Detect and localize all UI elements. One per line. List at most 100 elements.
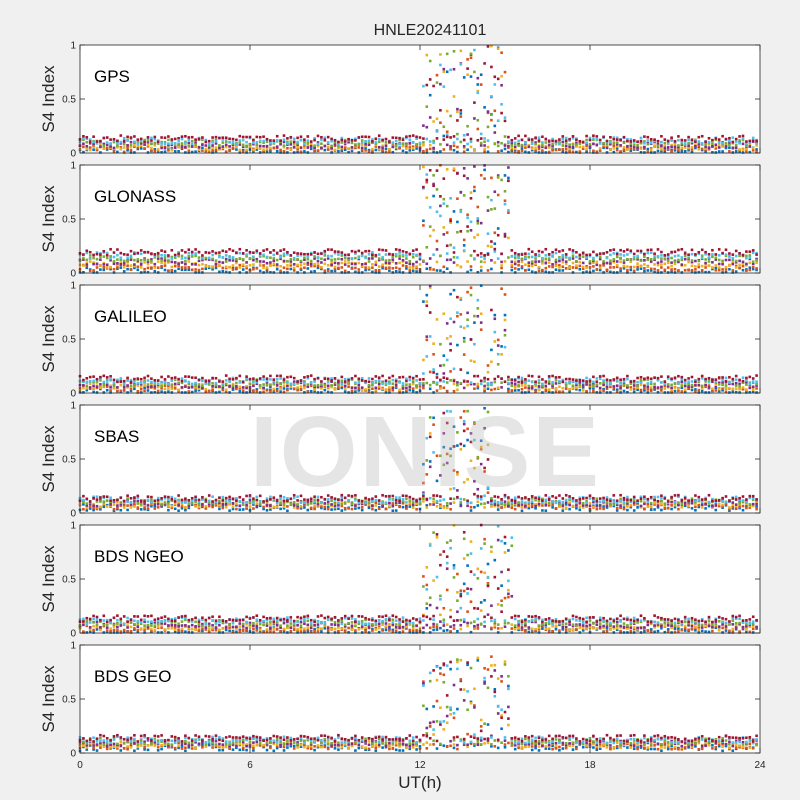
s4-point: [653, 376, 656, 379]
s4-point: [646, 502, 650, 506]
s4-point: [418, 146, 422, 150]
s4-point: [296, 506, 299, 510]
s4-point: [143, 270, 146, 274]
s4-point: [224, 260, 228, 263]
s4-point: [554, 379, 558, 382]
s4-point: [602, 143, 605, 147]
s4-point: [520, 260, 524, 264]
s4-point: [109, 389, 112, 392]
s4-point: [160, 142, 163, 145]
s4-point: [320, 380, 323, 383]
s4-point: [160, 264, 163, 268]
s4-point: [602, 141, 605, 145]
s4-point: [690, 252, 694, 256]
s4-point: [326, 135, 330, 139]
s4-point: [119, 134, 123, 137]
s4-point: [398, 138, 401, 142]
s4-point: [598, 382, 602, 385]
s4-point: [136, 147, 140, 151]
s4-point: [425, 196, 429, 200]
s4-point: [306, 267, 310, 270]
s4-point: [496, 505, 500, 509]
s4-point: [697, 265, 701, 269]
s4-point: [347, 140, 350, 144]
s4-point: [588, 145, 592, 148]
s4-point: [109, 267, 112, 271]
s4-point: [462, 336, 466, 340]
s4-point: [258, 263, 262, 266]
s4-point: [136, 268, 140, 272]
s4-point: [554, 264, 558, 268]
s4-point: [415, 260, 418, 264]
s4-point: [394, 252, 398, 256]
s4-point: [126, 379, 129, 382]
s4-point: [653, 501, 656, 505]
s4-point: [289, 148, 293, 151]
s4-point: [700, 506, 704, 509]
s4-point: [442, 380, 446, 383]
s4-point: [85, 380, 89, 384]
s4-point: [405, 267, 408, 270]
s4-point: [272, 381, 276, 385]
s4-point: [483, 387, 486, 390]
s4-point: [486, 232, 490, 235]
s4-point: [622, 146, 626, 149]
s4-point: [408, 252, 412, 256]
s4-point: [228, 391, 231, 394]
s4-point: [673, 505, 677, 509]
s4-point: [343, 138, 347, 142]
s4-point: [435, 130, 439, 133]
s4-point: [585, 266, 588, 269]
s4-point: [445, 244, 449, 248]
s4-point: [711, 378, 714, 382]
s4-point: [306, 376, 310, 380]
s4-point: [286, 137, 289, 140]
s4-point: [405, 143, 408, 147]
s4-point: [405, 257, 408, 260]
s4-point: [745, 142, 748, 145]
s4-point: [507, 179, 510, 183]
s4-point: [415, 374, 418, 378]
s4-point: [530, 380, 534, 384]
s4-point: [442, 363, 446, 367]
s4-point: [282, 506, 286, 510]
s4-point: [367, 390, 371, 394]
s4-point: [282, 380, 286, 384]
s4-point: [92, 148, 95, 151]
s4-point: [466, 67, 469, 70]
s4-point: [405, 507, 408, 510]
s4-point: [418, 141, 422, 145]
s4-point: [476, 205, 480, 209]
s4-point: [694, 388, 697, 391]
s4-point: [381, 248, 384, 252]
s4-point: [204, 267, 208, 271]
s4-point: [428, 465, 432, 469]
s4-point: [439, 254, 442, 258]
s4-point: [711, 248, 714, 252]
s4-point: [711, 267, 714, 271]
s4-point: [745, 149, 748, 153]
s4-point: [180, 135, 184, 138]
s4-point: [258, 386, 262, 390]
s4-point: [401, 144, 405, 148]
s4-point: [405, 504, 408, 508]
s4-point: [231, 501, 235, 505]
s4-point: [564, 144, 568, 148]
s4-point: [700, 389, 704, 393]
s4-point: [721, 271, 724, 274]
s4-point: [626, 386, 629, 389]
s4-point: [666, 383, 670, 386]
s4-point: [435, 454, 439, 458]
s4-point: [745, 262, 748, 266]
s4-point: [598, 264, 602, 267]
s4-point: [309, 147, 313, 151]
s4-point: [670, 377, 673, 381]
s4-point: [320, 136, 323, 139]
s4-point: [476, 307, 480, 310]
s4-point: [129, 256, 133, 259]
s4-point: [581, 388, 585, 392]
s4-point: [728, 258, 731, 262]
s4-point: [626, 248, 629, 252]
s4-point: [728, 139, 731, 143]
s4-point: [568, 377, 571, 381]
